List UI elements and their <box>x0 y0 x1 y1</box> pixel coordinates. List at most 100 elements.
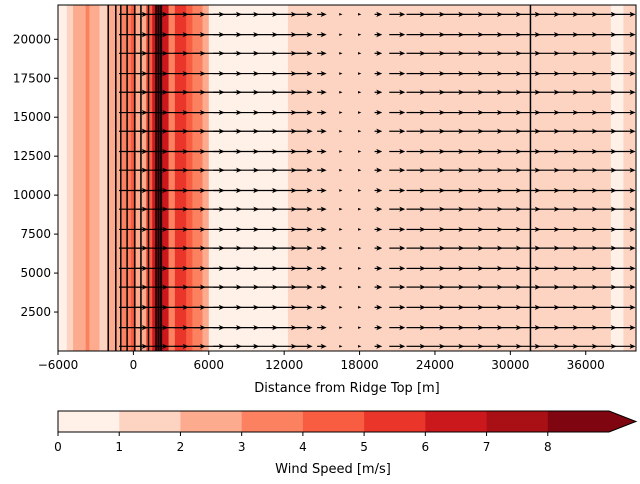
wind-vector-head <box>399 11 406 17</box>
wind-vector <box>443 167 465 173</box>
wind-vector-head <box>399 128 406 134</box>
wind-vector-head <box>399 206 406 212</box>
wind-vector-head <box>458 284 465 290</box>
wind-vector-head <box>419 70 426 77</box>
wind-vector <box>406 343 426 349</box>
wind-vector-head <box>399 304 406 310</box>
wind-vector-head <box>458 148 465 155</box>
wind-vector-head <box>439 206 446 212</box>
wind-vector-head <box>419 304 426 310</box>
wind-speed-band <box>58 5 68 351</box>
wind-vector-head <box>399 265 406 271</box>
wind-vector <box>389 89 406 95</box>
wind-vector <box>374 89 383 95</box>
wind-vector-head <box>376 50 383 56</box>
wind-vector-head <box>419 32 426 38</box>
wind-vector-head <box>458 206 465 212</box>
wind-vector-head <box>439 187 446 194</box>
colorbar-tick-label: 0 <box>54 440 62 454</box>
wind-vector <box>424 187 446 194</box>
wind-vector <box>317 89 327 95</box>
y-tick-label: 12500 <box>13 149 51 163</box>
wind-vector <box>443 32 465 38</box>
wind-vector <box>339 228 343 231</box>
wind-vector-head <box>458 245 465 251</box>
wind-vector-head <box>358 129 362 133</box>
wind-vector-head <box>458 109 465 116</box>
wind-vector-head <box>458 187 465 194</box>
wind-vector <box>358 306 362 309</box>
colorbar-tick-label: 1 <box>115 440 123 454</box>
wind-vector-head <box>419 11 426 17</box>
wind-vector-head <box>399 70 406 77</box>
wind-vector <box>443 265 465 271</box>
wind-vector-head <box>306 304 313 310</box>
wind-vector-head <box>458 343 465 349</box>
wind-vector <box>293 32 313 38</box>
wind-vector <box>317 226 327 233</box>
wind-vector <box>389 325 406 331</box>
wind-vector <box>358 285 362 289</box>
wind-vector-head <box>458 226 465 233</box>
wind-vector-head <box>376 128 383 134</box>
wind-vector-head <box>439 304 446 310</box>
wind-vector <box>406 245 426 251</box>
wind-vector-head <box>419 325 426 331</box>
colorbar-label: Wind Speed [m/s] <box>275 462 391 477</box>
wind-vector-head <box>629 265 636 271</box>
wind-vector <box>611 284 636 290</box>
wind-vector <box>424 128 446 134</box>
wind-vector <box>293 325 313 331</box>
wind-vector-head <box>439 148 446 155</box>
wind-vector <box>293 206 313 212</box>
wind-vector-head <box>629 11 636 17</box>
wind-vector <box>611 32 636 38</box>
wind-vector-head <box>320 89 327 95</box>
wind-vector-head <box>339 90 343 94</box>
contour-lines <box>107 5 532 351</box>
wind-vector <box>339 13 343 16</box>
wind-vector <box>406 304 426 310</box>
wind-vector-head <box>376 109 383 116</box>
wind-vector <box>389 109 406 116</box>
wind-vector <box>339 267 343 270</box>
wind-vector <box>358 13 362 16</box>
wind-vector <box>611 89 636 95</box>
wind-vector <box>424 70 446 77</box>
wind-vector-head <box>376 206 383 212</box>
wind-vector-head <box>339 129 343 133</box>
wind-vector-head <box>419 284 426 290</box>
wind-vector-head <box>358 52 362 55</box>
wind-vector-head <box>306 343 313 349</box>
wind-vector-head <box>339 111 343 114</box>
wind-vector <box>374 265 383 271</box>
wind-vector-head <box>358 168 362 172</box>
wind-vector-head <box>306 187 313 194</box>
wind-vector <box>443 187 465 194</box>
colorbar-segment <box>58 411 120 432</box>
wind-vector-head <box>399 148 406 155</box>
wind-vector-head <box>320 128 327 134</box>
wind-vector <box>424 109 446 116</box>
wind-vector-head <box>439 167 446 173</box>
wind-vector-head <box>399 284 406 290</box>
wind-vector-head <box>376 304 383 310</box>
wind-vector-head <box>339 285 343 289</box>
wind-vector <box>424 284 446 290</box>
wind-vector-head <box>339 345 343 348</box>
wind-vector-head <box>306 89 313 95</box>
wind-vector <box>293 245 313 251</box>
wind-vector <box>406 50 426 56</box>
wind-vector <box>424 32 446 38</box>
wind-vector-head <box>306 206 313 212</box>
wind-vector <box>293 304 313 310</box>
colorbar-segment <box>364 411 426 432</box>
wind-speed-band <box>85 5 90 351</box>
wind-vector <box>424 343 446 349</box>
wind-vector <box>317 32 327 38</box>
wind-vector <box>406 11 426 17</box>
wind-vector <box>339 189 343 192</box>
wind-vector-head <box>439 11 446 17</box>
wind-vector-head <box>419 148 426 155</box>
